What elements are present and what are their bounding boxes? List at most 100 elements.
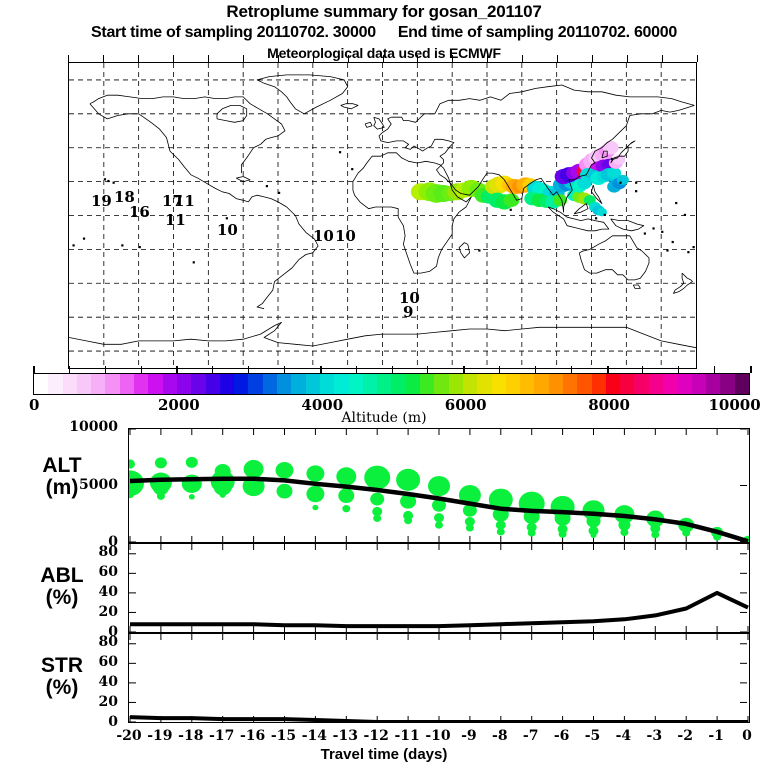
colorbar-swatch [176,374,192,394]
colorbar-swatch [362,374,378,394]
island-marker [671,240,674,244]
plume-blob [607,167,622,180]
altitude-marker [651,530,660,539]
colorbar-swatch [734,374,749,394]
island-marker [278,191,281,194]
colorbar-swatch [491,374,506,394]
x-axis-tick-label: -7 [522,728,539,744]
colorbar-swatch [91,374,106,394]
island-marker [103,178,107,181]
plume-blob [577,177,592,190]
island-marker [687,251,690,254]
altitude-marker [435,521,443,529]
altitude-marker [312,504,319,511]
colorbar-swatch [420,374,435,394]
altitude-marker [682,529,691,537]
coastline [248,194,319,310]
x-axis-tick-label: -16 [239,728,266,744]
island-marker [509,208,512,211]
island-marker [265,185,269,188]
altitude-marker [185,456,198,468]
x-axis-tick-label: -17 [209,728,235,744]
altitude-panel [128,428,750,543]
coastline [573,203,589,215]
island-marker [82,237,86,240]
colorbar-swatch [448,374,463,394]
world-map: 19 18 16 17 11 11 10 10 10 10 9 [68,62,697,369]
island-marker [652,227,655,230]
coastline [632,284,641,289]
coastline [591,184,603,205]
x-axis-tick-label: -13 [332,728,358,744]
colorbar-swatch [548,374,563,394]
altitude-marker [129,490,134,499]
plume-blob [503,193,520,208]
y-axis-tick-label: 20 [98,604,118,620]
colorbar-swatch [534,374,549,394]
plume-day-label: 19 [91,192,112,210]
altitude-marker [458,484,481,506]
coastline [578,235,650,281]
altitude-marker [558,530,567,538]
island-marker [692,246,695,249]
alt-row-label: ALT (m) [42,454,82,499]
x-axis-tick-label: -1 [708,728,724,744]
island-marker [675,201,678,205]
altitude-marker [188,494,195,500]
coastline [458,242,471,259]
altitude-marker [620,528,629,537]
page-title: Retroplume summary for gosan_201107 [226,2,542,21]
end-time-label: End time of sampling 20110702. 60000 [397,24,677,41]
colorbar-swatch [48,374,63,394]
island-marker [351,168,354,171]
altitude-marker [370,492,385,506]
colorbar-swatch [262,374,278,394]
island-marker [225,217,228,220]
altitude-marker [432,498,446,512]
altitude-marker [154,457,167,469]
plume-day-label: 16 [129,203,150,221]
colorbar-swatch [334,374,349,394]
start-time-label: Start time of sampling 20110702. 30000 [91,24,376,41]
altitude-marker [428,475,450,497]
x-axis-title: Travel time (days) [320,746,448,763]
altitude-marker [338,488,355,504]
island-marker [666,249,669,252]
colorbar-swatch [705,374,721,394]
x-axis-tick-label: -10 [425,728,451,744]
colorbar-swatch [119,374,135,394]
met-data-label: Meteorological data used is ECMWF [267,45,501,61]
colorbar-ticks [33,366,752,373]
altitude-marker [462,503,477,517]
plume-day-label: 11 [174,192,195,210]
altitude-marker [465,524,474,532]
coastline [378,105,695,213]
y-axis-tick-label: 40 [98,584,118,600]
island-marker [478,249,481,252]
altitude-marker [276,483,293,499]
colorbar-swatch [348,374,363,394]
plume-day-label: 17 [162,192,183,210]
y-axis-tick-label: 40 [98,674,118,690]
x-axis-tick-label: -14 [301,728,328,744]
colorbar-swatch [391,374,406,394]
colorbar-swatch [277,374,292,394]
x-axis-tick-label: -3 [646,728,663,744]
island-marker [72,244,75,247]
island-marker [107,179,110,183]
colorbar-swatch [219,374,235,394]
altitude-marker [586,514,601,528]
x-axis-tick-label: -9 [461,728,477,744]
x-axis-tick-label: -12 [363,728,389,744]
colorbar-swatch [477,374,492,394]
x-axis-tick-label: 0 [742,728,752,744]
y-axis-tick-label: 5000 [79,476,118,493]
island-marker [594,217,598,220]
island-marker [338,151,342,154]
colorbar-swatch [720,374,735,394]
x-axis-tick-label: -20 [116,728,142,744]
coastline [673,272,693,294]
island-marker [635,190,638,193]
y-axis-tick-label: 80 [98,634,118,650]
altitude-marker [713,533,722,541]
